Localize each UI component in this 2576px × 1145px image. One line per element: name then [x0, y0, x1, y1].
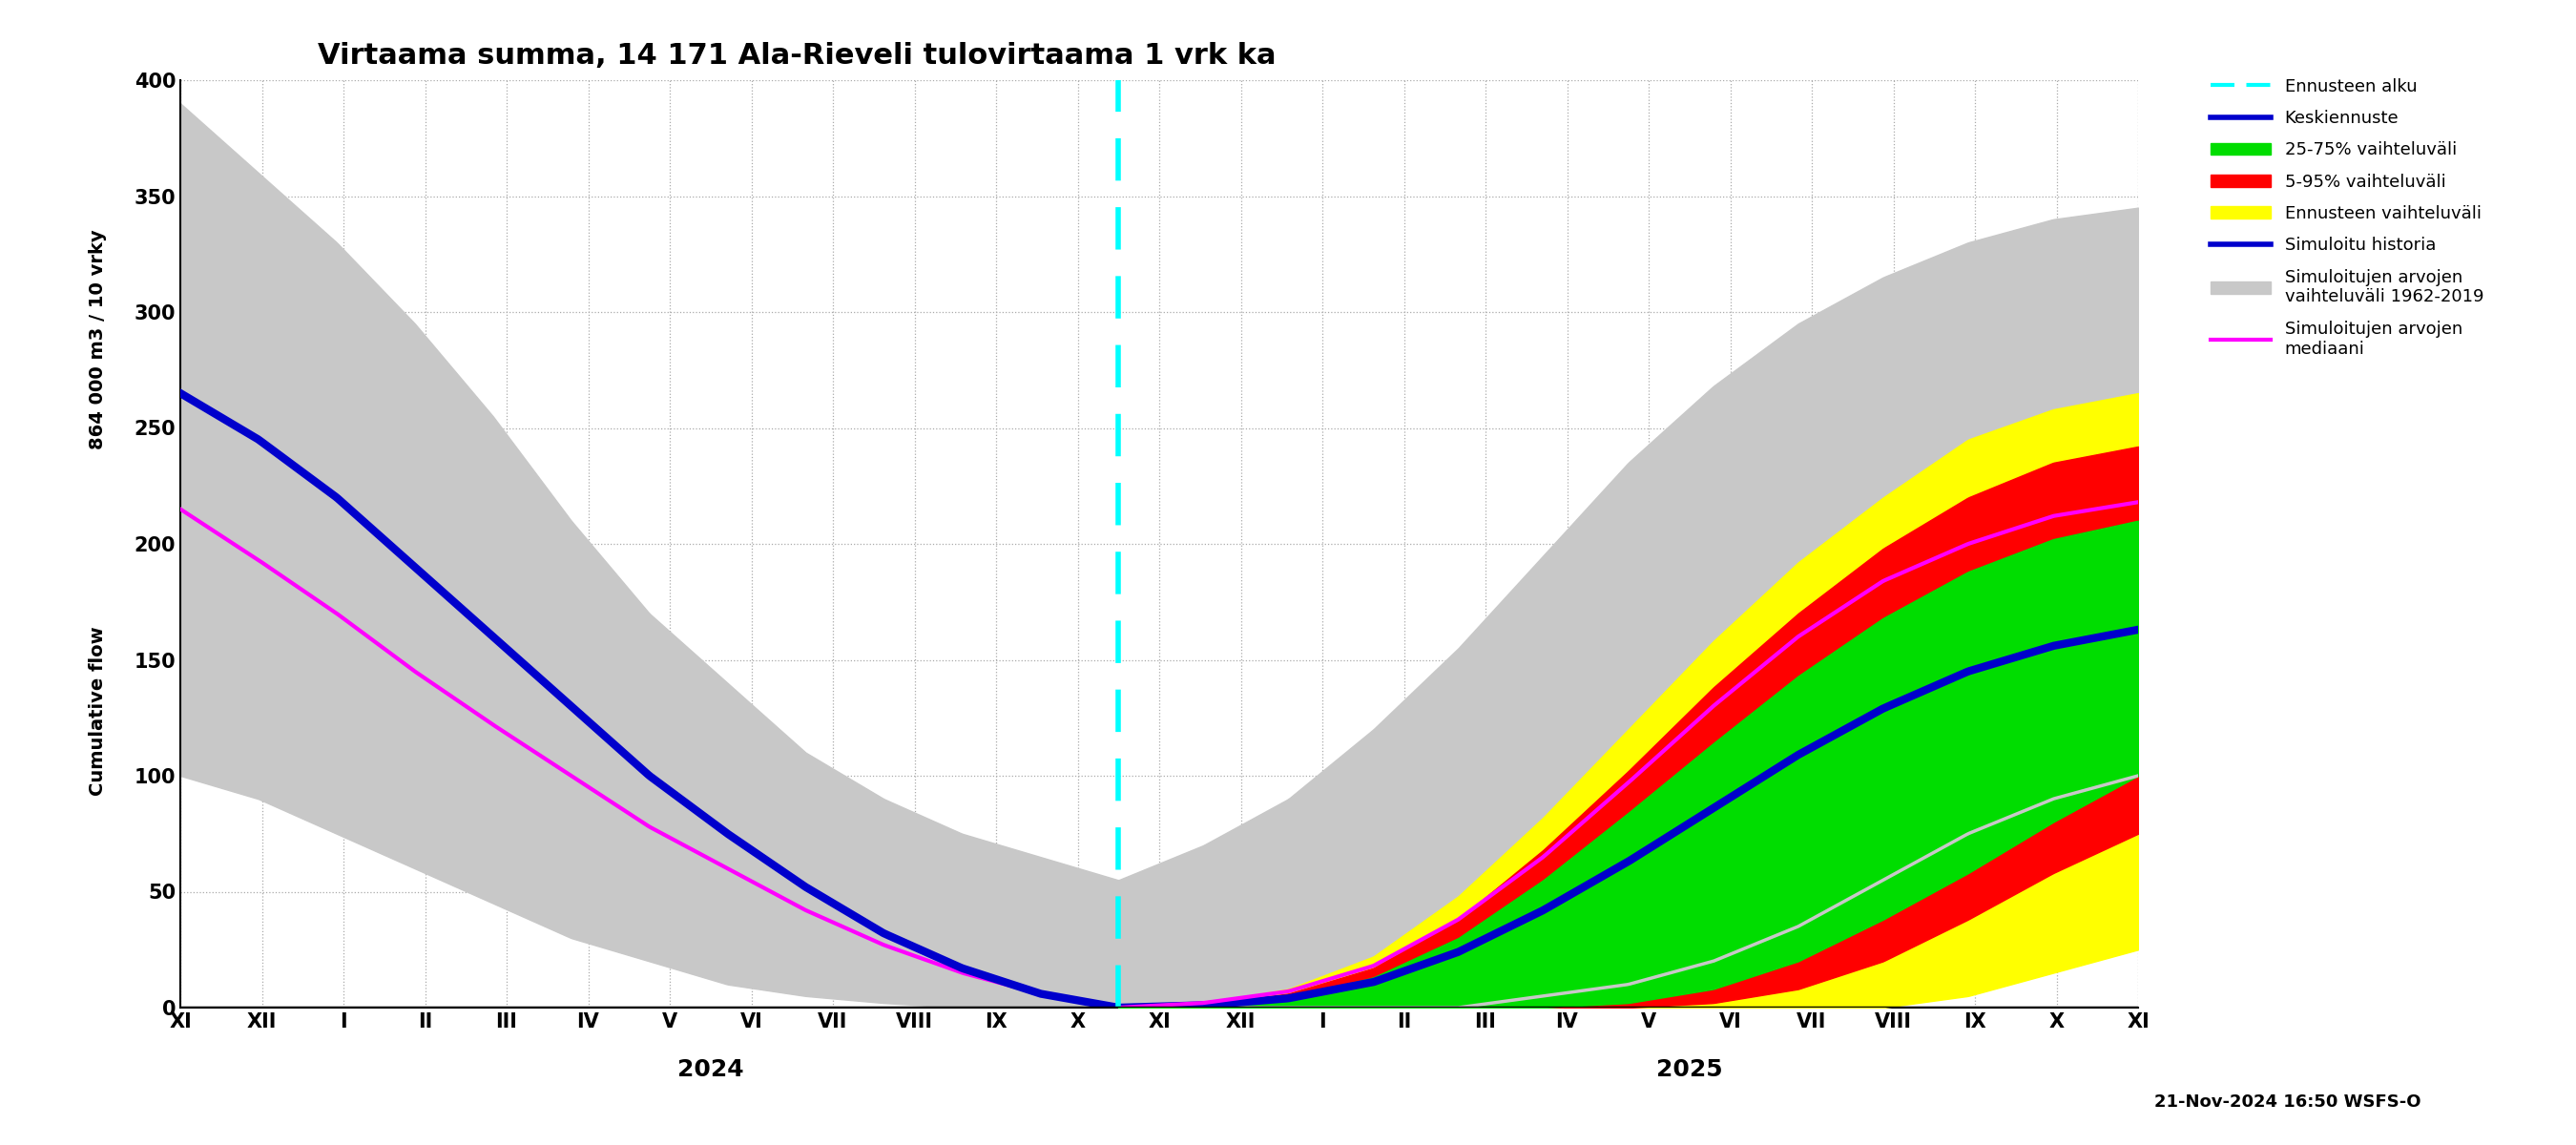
- Text: Cumulative flow: Cumulative flow: [90, 626, 108, 796]
- Text: Virtaama summa, 14 171 Ala-Rieveli tulovirtaama 1 vrk ka: Virtaama summa, 14 171 Ala-Rieveli tulov…: [317, 42, 1275, 70]
- Text: 2025: 2025: [1656, 1058, 1723, 1081]
- Text: 21-Nov-2024 16:50 WSFS-O: 21-Nov-2024 16:50 WSFS-O: [2154, 1093, 2421, 1111]
- Text: 2024: 2024: [677, 1058, 744, 1081]
- Legend: Ennusteen alku, Keskiennuste, 25-75% vaihteluväli, 5-95% vaihteluväli, Ennusteen: Ennusteen alku, Keskiennuste, 25-75% vai…: [2202, 71, 2491, 364]
- Text: 864 000 m3 / 10 vrky: 864 000 m3 / 10 vrky: [90, 230, 108, 450]
